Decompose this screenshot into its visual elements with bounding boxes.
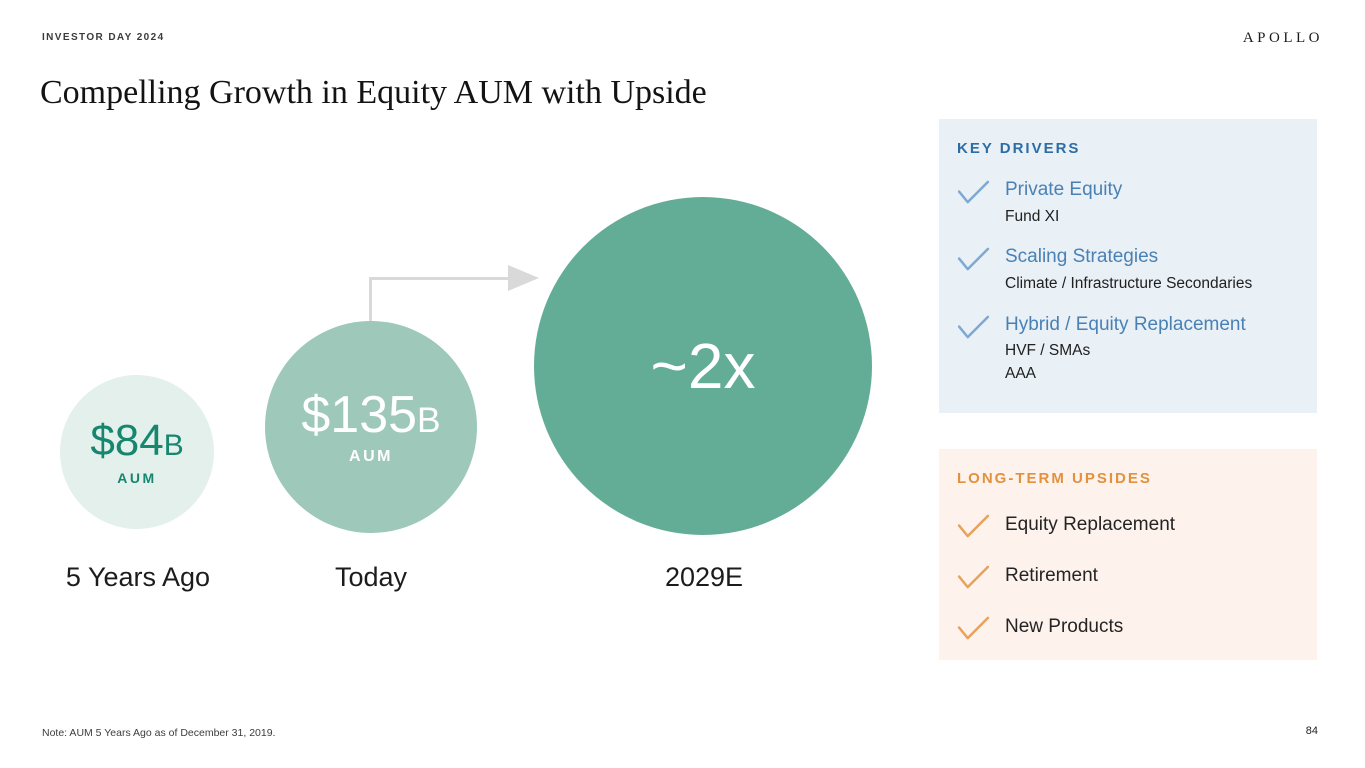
driver-item-hybrid-equity-replacement: Hybrid / Equity Replacement HVF / SMAs A… [957,314,1299,386]
bubble-value-main: ~2x [650,330,756,402]
category-label-2029e: 2029E [664,562,744,592]
upside-item-new-products: New Products [957,615,1299,641]
upside-item-texts: Equity Replacement [1005,513,1175,537]
driver-item-texts: Private Equity Fund XI [1005,179,1122,228]
bubble-value-suffix: B [163,428,184,462]
upside-item-texts: Retirement [1005,564,1098,588]
upside-label: New Products [1005,616,1124,637]
bubble-value: $135B [301,389,440,441]
driver-item-texts: Hybrid / Equity Replacement HVF / SMAs A… [1005,314,1246,386]
slide-title: Compelling Growth in Equity AUM with Ups… [40,73,707,111]
bubble-value-main: $84 [90,415,164,465]
aum-label: AUM [349,447,393,465]
investor-day-eyebrow: INVESTOR DAY 2024 [42,32,165,43]
category-label-today: Today [334,562,408,592]
aum-label: AUM [117,469,157,486]
driver-sublabel: Climate / Infrastructure Secondaries [1005,275,1253,293]
growth-arrow-head-icon [508,265,539,291]
driver-item-texts: Scaling Strategies Climate / Infrastruct… [1005,246,1252,295]
upside-item-equity-replacement: Equity Replacement [957,513,1299,539]
bubble-value-main: $135 [301,385,418,444]
bubble-5-years-ago: $84B AUM [60,375,214,529]
check-icon [957,514,990,539]
driver-sublabel: Fund XI [1005,207,1060,225]
key-drivers-panel: KEY DRIVERS Private Equity Fund XI Scali… [939,119,1317,413]
upside-label: Equity Replacement [1005,514,1176,535]
bubble-value: $84B [90,415,184,465]
driver-sublabel: HVF / SMAs [1005,342,1091,360]
category-label-5-years-ago: 5 Years Ago [65,562,211,592]
bubble-value: ~2x [651,334,756,398]
check-icon [957,315,990,340]
growth-arrow-horizontal-line [369,277,508,280]
footnote: Note: AUM 5 Years Ago as of December 31,… [42,727,276,739]
upside-item-texts: New Products [1005,615,1123,639]
key-drivers-heading: KEY DRIVERS [957,140,1081,157]
long-term-upsides-panel: LONG-TERM UPSIDES Equity Replacement Ret… [939,449,1317,660]
long-term-upsides-heading: LONG-TERM UPSIDES [957,470,1152,487]
bubble-2029e: ~2x [534,197,872,535]
bubble-value-suffix: B [417,400,441,440]
apollo-logo: APOLLO [1242,30,1323,46]
page-number: 84 [1305,725,1318,737]
check-icon [957,616,990,641]
upside-label: Retirement [1005,565,1098,586]
upside-item-retirement: Retirement [957,564,1299,590]
growth-arrow-vertical-line [369,277,372,321]
check-icon [957,247,990,272]
driver-label: Hybrid / Equity Replacement [1005,313,1246,335]
check-icon [957,565,990,590]
driver-item-private-equity: Private Equity Fund XI [957,179,1299,228]
driver-label: Scaling Strategies [1005,246,1159,268]
driver-item-scaling-strategies: Scaling Strategies Climate / Infrastruct… [957,246,1299,295]
bubble-today: $135B AUM [265,321,477,533]
check-icon [957,180,990,205]
driver-sublabel: AAA [1005,364,1037,382]
driver-label: Private Equity [1005,179,1123,200]
